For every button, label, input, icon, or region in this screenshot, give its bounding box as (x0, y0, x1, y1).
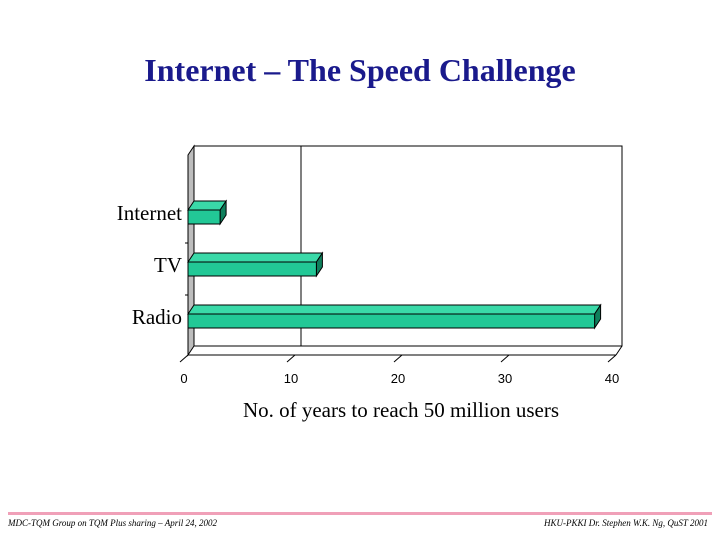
bar-chart: Internet TV Radio 0 10 20 30 40 No. of years t… (117, 144, 623, 422)
bar-radio (187, 313, 596, 329)
slide-title: Internet – The Speed Challenge (144, 52, 576, 88)
x-tick-label-0: 0 (180, 371, 187, 386)
chart-bars (187, 199, 602, 330)
bar-tv (187, 261, 317, 277)
footer-right-text: HKU-PKKI Dr. Stephen W.K. Ng, QuST 2001 (543, 518, 708, 528)
x-tick-mark (500, 354, 510, 363)
x-tick-label-40: 40 (605, 371, 619, 386)
bar-top-tv (187, 252, 324, 263)
x-tick-label-30: 30 (498, 371, 512, 386)
footer-left-text: MDC-TQM Group on TQM Plus sharing – Apri… (8, 518, 218, 528)
x-tick-mark (179, 354, 189, 363)
category-label-internet: Internet (117, 201, 182, 225)
bar-internet (187, 209, 221, 225)
x-tick-mark (393, 354, 403, 363)
chart-category-labels: Internet TV Radio (117, 201, 188, 329)
category-label-radio: Radio (132, 305, 182, 329)
chart-floor-corner (615, 345, 623, 356)
x-tick-mark (607, 354, 617, 363)
bar-top-radio (187, 304, 602, 315)
x-tick-label-10: 10 (284, 371, 298, 386)
category-label-tv: TV (154, 253, 182, 277)
chart-x-axis: 0 10 20 30 40 (179, 354, 619, 386)
x-axis-title: No. of years to reach 50 million users (243, 398, 559, 422)
chart-side-wall (187, 144, 195, 357)
bar-top-internet (187, 200, 228, 211)
footer-rule (8, 512, 712, 515)
x-tick-mark (286, 354, 296, 363)
x-tick-label-20: 20 (391, 371, 405, 386)
